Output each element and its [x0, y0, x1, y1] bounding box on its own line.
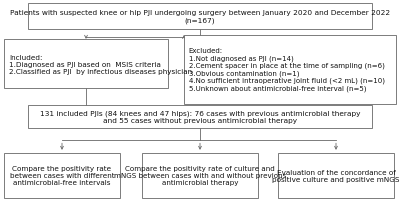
Text: Excluded:
1.Not diagnosed as PJI (n=14)
2.Cement spacer in place at the time of : Excluded: 1.Not diagnosed as PJI (n=14) … — [189, 48, 385, 92]
FancyBboxPatch shape — [4, 40, 168, 89]
Text: 131 included PJIs (84 knees and 47 hips): 76 cases with previous antimicrobial t: 131 included PJIs (84 knees and 47 hips)… — [40, 110, 360, 123]
FancyBboxPatch shape — [142, 153, 258, 198]
FancyBboxPatch shape — [184, 36, 396, 104]
Text: Compare the positivity rate
between cases with different
antimicrobial-free inte: Compare the positivity rate between case… — [10, 165, 114, 185]
FancyBboxPatch shape — [28, 4, 372, 30]
FancyBboxPatch shape — [28, 105, 372, 129]
Text: Included:
1.Diagnosed as PJI based on  MSIS criteria
2.Classified as PJI  by inf: Included: 1.Diagnosed as PJI based on MS… — [9, 54, 192, 74]
FancyBboxPatch shape — [278, 153, 394, 198]
FancyBboxPatch shape — [4, 153, 120, 198]
Text: Patients with suspected knee or hip PJI undergoing surgery between January 2020 : Patients with suspected knee or hip PJI … — [10, 10, 390, 23]
Text: Compare the positivity rate of culture and
mNGS between cases with and without p: Compare the positivity rate of culture a… — [114, 165, 286, 185]
Text: Evaluation of the concordance of
positive culture and positive mNGS: Evaluation of the concordance of positiv… — [272, 169, 400, 182]
